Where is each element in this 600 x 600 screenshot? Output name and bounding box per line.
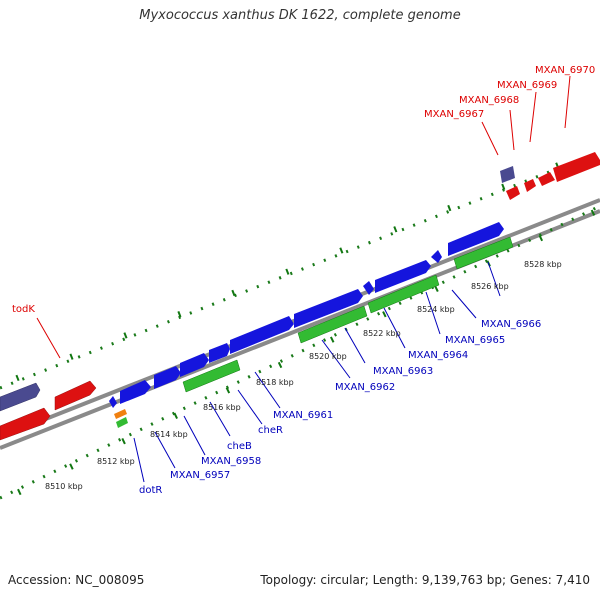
gene-label[interactable]: MXAN_6965 [445,335,505,346]
major-tick [69,353,74,360]
gene-todK[interactable] [54,380,97,411]
scale-label: 8522 kbp [363,329,401,338]
major-tick [123,332,128,339]
gene-green-3[interactable] [367,274,440,314]
gene-dotR[interactable] [109,396,117,408]
scale-label: 8512 kbp [97,457,135,466]
scale-label: 8510 kbp [45,482,83,491]
gene-label[interactable]: cheR [258,425,283,436]
gene-label[interactable]: cheB [227,441,252,452]
gene-green-small[interactable] [116,417,128,428]
gene-MXAN_6965[interactable] [431,250,442,263]
label-leaders [36,75,571,483]
major-tick [501,183,506,190]
gene-purple-left[interactable] [0,382,41,412]
major-tick [225,387,231,394]
gene-label[interactable]: MXAN_6957 [170,470,230,481]
gene-orange[interactable] [114,409,127,419]
gene-MXAN_6962[interactable] [294,289,363,328]
major-tick [121,438,126,445]
gene-label[interactable]: MXAN_6967 [424,109,484,120]
upper-tick-row [0,150,600,390]
major-tick [69,463,74,470]
gene-green-2[interactable] [297,305,368,344]
major-tick [17,488,22,496]
gene-label[interactable]: MXAN_6962 [335,382,395,393]
gene-red-left[interactable] [0,407,51,441]
gene-label[interactable]: todK [12,304,35,315]
scale-label: 8524 kbp [417,305,455,314]
gene-label[interactable]: MXAN_6968 [459,95,519,106]
scale-label: 8514 kbp [150,430,188,439]
major-tick [393,226,398,233]
major-tick [447,204,452,212]
gene-green-4[interactable] [453,236,514,270]
major-tick [15,374,20,382]
major-tick [329,336,335,343]
gene-label[interactable]: MXAN_6970 [535,65,595,76]
green-genes [114,236,514,428]
gene-purple-6967[interactable] [500,166,515,183]
lower-gene-labels: dotR MXAN_6957 MXAN_6958 cheB cheR MXAN_… [139,319,541,496]
gene-green-1[interactable] [182,359,241,393]
gene-MXAN_6967[interactable] [506,186,520,200]
map-title: Myxococcus xanthus DK 1622, complete gen… [139,8,461,23]
gene-label[interactable]: MXAN_6966 [481,319,541,330]
major-tick [434,285,439,293]
genome-stats-text: Topology: circular; Length: 9,139,763 bp… [260,573,590,587]
gene-MXAN_6964[interactable] [375,260,431,293]
major-tick [590,209,596,216]
gene-MXAN_6970[interactable] [553,152,600,182]
scale-label: 8516 kbp [203,403,241,412]
accession-text: Accession: NC_008095 [8,573,145,587]
major-tick [277,361,283,369]
gene-label[interactable]: MXAN_6961 [273,410,333,421]
scale-label: 8528 kbp [524,260,562,269]
major-tick [382,311,387,318]
gene-label[interactable]: MXAN_6958 [201,456,261,467]
gene-label[interactable]: MXAN_6963 [373,366,433,377]
gene-MXAN_6961[interactable] [230,316,294,354]
upper-gene-labels: todK MXAN_6967 MXAN_6968 MXAN_6969 MXAN_… [12,65,595,315]
gene-label[interactable]: dotR [139,485,162,496]
major-tick [339,247,344,254]
gene-MXAN_6958[interactable] [154,366,181,389]
scale-labels: 8510 kbp 8512 kbp 8514 kbp 8516 kbp 8518… [45,260,562,491]
gene-MXAN_6957[interactable] [120,380,151,404]
gene-cheR[interactable] [209,343,230,363]
gene-label[interactable]: MXAN_6964 [408,350,468,361]
scale-label: 8520 kbp [309,352,347,361]
major-tick [177,311,182,318]
gene-label[interactable]: MXAN_6969 [497,80,557,91]
major-tick [285,268,290,275]
gene-MXAN_6963[interactable] [363,281,374,295]
major-tick [173,412,178,419]
gene-cheB[interactable] [180,353,209,377]
scale-label: 8526 kbp [471,282,509,291]
major-tick [231,289,236,297]
gene-MXAN_6968[interactable] [524,179,536,192]
blue-genes [109,222,504,408]
scale-label: 8518 kbp [256,378,294,387]
gene-MXAN_6966[interactable] [448,222,504,256]
gene-MXAN_6969[interactable] [538,172,555,186]
major-tick [538,235,544,242]
